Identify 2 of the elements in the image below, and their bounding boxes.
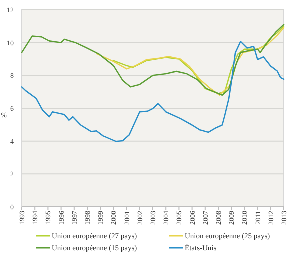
line-series bbox=[21, 24, 285, 96]
line-series bbox=[21, 41, 285, 142]
